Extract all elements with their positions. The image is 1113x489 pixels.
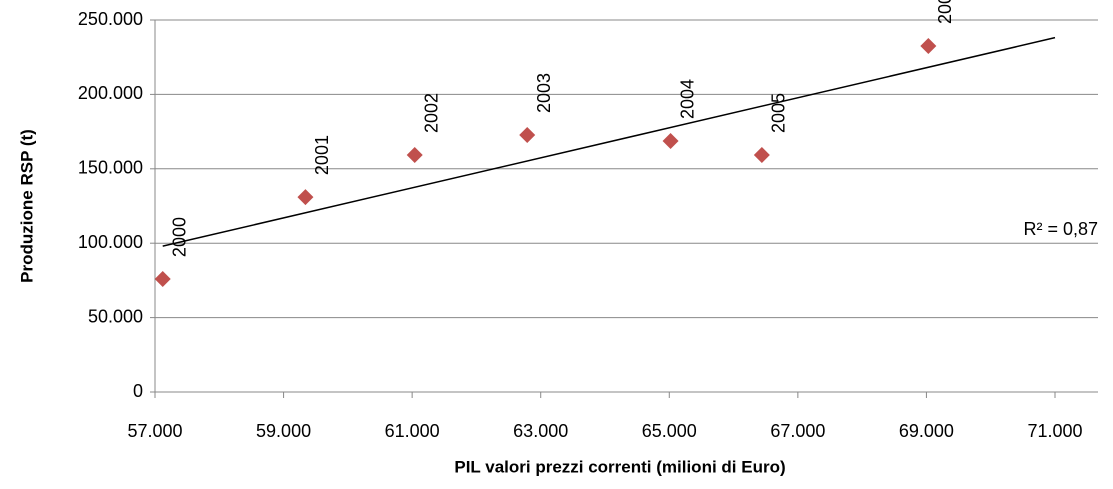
data-point bbox=[297, 189, 314, 206]
y-tick-label: 50.000 bbox=[88, 306, 143, 326]
y-tick-label: 0 bbox=[133, 381, 143, 401]
y-tick-label: 200.000 bbox=[78, 83, 143, 103]
point-label: 2002 bbox=[421, 93, 441, 133]
x-tick-label: 69.000 bbox=[899, 421, 954, 441]
y-tick-label: 100.000 bbox=[78, 232, 143, 252]
point-label: 2003 bbox=[534, 73, 554, 113]
y-tick-label: 150.000 bbox=[78, 158, 143, 178]
trendline bbox=[162, 36, 1056, 247]
x-tick-label: 59.000 bbox=[256, 421, 311, 441]
data-point bbox=[519, 127, 536, 144]
x-axis-title: PIL valori prezzi correnti (milioni di E… bbox=[454, 457, 785, 476]
y-axis-title: Produzione RSP (t) bbox=[17, 129, 36, 283]
point-label: 2005 bbox=[769, 93, 789, 133]
data-point bbox=[920, 38, 937, 55]
data-point bbox=[753, 146, 770, 163]
x-tick-label: 71.000 bbox=[1027, 421, 1082, 441]
x-tick-label: 61.000 bbox=[385, 421, 440, 441]
point-label: 2009 bbox=[935, 0, 955, 24]
point-label: 2004 bbox=[677, 79, 697, 119]
r2-annotation: R² = 0,87 bbox=[1023, 219, 1098, 239]
x-tick-label: 65.000 bbox=[642, 421, 697, 441]
point-label: 2000 bbox=[169, 217, 189, 257]
y-tick-label: 250.000 bbox=[78, 9, 143, 29]
data-point bbox=[406, 146, 423, 163]
x-tick-label: 67.000 bbox=[770, 421, 825, 441]
data-point bbox=[154, 271, 171, 288]
x-tick-label: 57.000 bbox=[127, 421, 182, 441]
x-tick-label: 63.000 bbox=[513, 421, 568, 441]
data-point bbox=[662, 132, 679, 149]
point-label: 2001 bbox=[312, 135, 332, 175]
